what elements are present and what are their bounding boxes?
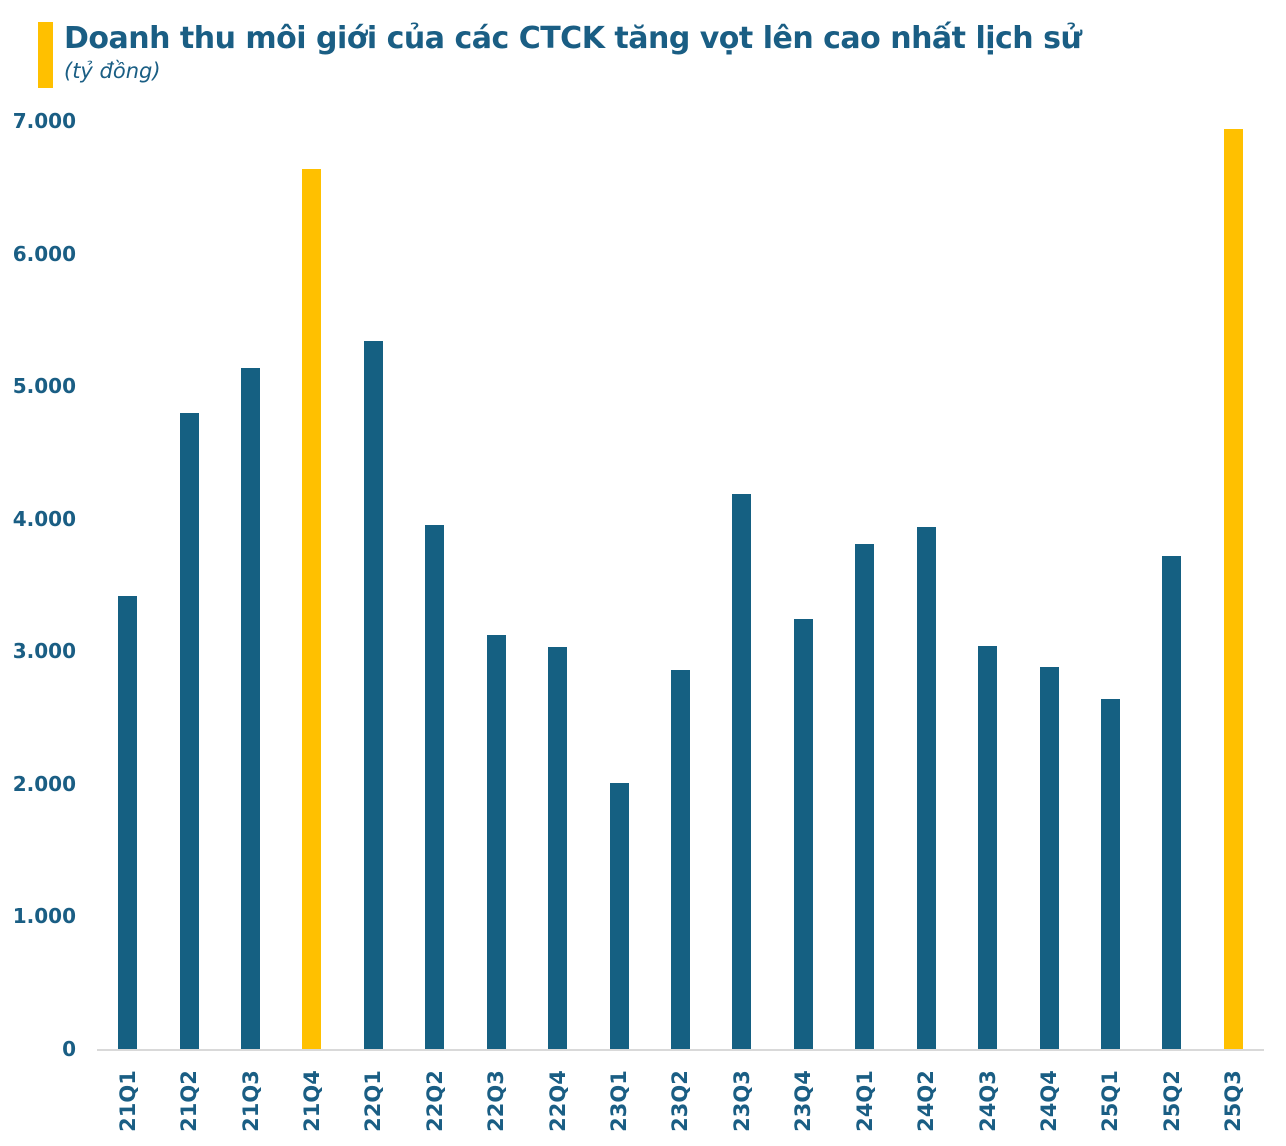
x-tick-label-21Q3: 21Q3 (239, 1070, 263, 1132)
x-tick-label-21Q4: 21Q4 (300, 1070, 324, 1132)
bar-23Q2 (671, 670, 690, 1049)
bar-24Q3 (978, 646, 997, 1049)
bar-25Q3 (1224, 129, 1243, 1049)
x-tick-label-24Q3: 24Q3 (976, 1070, 1000, 1132)
x-tick-label-22Q1: 22Q1 (361, 1070, 385, 1132)
bar-21Q3 (241, 368, 260, 1049)
x-tick-label-22Q2: 22Q2 (423, 1070, 447, 1132)
y-tick-label-1.000: 1.000 (12, 904, 76, 929)
y-tick-label-7.000: 7.000 (12, 109, 76, 133)
x-tick-label-23Q4: 23Q4 (791, 1070, 815, 1132)
bar-21Q4 (302, 169, 321, 1049)
bar-22Q4 (548, 647, 567, 1049)
y-tick-label-6.000: 6.000 (12, 241, 76, 266)
bar-21Q2 (180, 413, 199, 1049)
y-tick-label-3.000: 3.000 (12, 639, 76, 664)
bar-24Q4 (1040, 667, 1059, 1049)
x-tick-label-24Q4: 24Q4 (1037, 1070, 1061, 1132)
x-tick-label-24Q1: 24Q1 (853, 1070, 877, 1132)
chart-subtitle: (tỷ đồng) (64, 59, 161, 83)
x-tick-label-21Q1: 21Q1 (116, 1070, 140, 1132)
x-tick-label-25Q2: 25Q2 (1160, 1070, 1184, 1132)
y-tick-label-5.000: 5.000 (12, 374, 76, 399)
bar-21Q1 (118, 596, 137, 1049)
chart-header: Doanh thu môi giới của các CTCK tăng vọt… (38, 21, 1082, 88)
bar-23Q3 (732, 494, 751, 1049)
y-tick-label-0: 0 (62, 1037, 76, 1061)
y-tick-label-4.000: 4.000 (12, 506, 76, 531)
x-tick-label-23Q2: 23Q2 (668, 1070, 692, 1132)
y-tick-label-2.000: 2.000 (12, 771, 76, 796)
bar-24Q2 (917, 527, 936, 1049)
x-tick-label-22Q4: 22Q4 (546, 1070, 570, 1132)
x-tick-label-22Q3: 22Q3 (484, 1070, 508, 1132)
bar-22Q3 (487, 635, 506, 1049)
x-tick-label-25Q3: 25Q3 (1221, 1070, 1245, 1132)
bar-22Q2 (425, 525, 444, 1049)
bar-23Q4 (794, 619, 813, 1049)
bar-25Q2 (1162, 556, 1181, 1049)
bar-24Q1 (855, 544, 874, 1049)
x-tick-label-24Q2: 24Q2 (914, 1070, 938, 1132)
title-block: Doanh thu môi giới của các CTCK tăng vọt… (64, 21, 1082, 88)
x-tick-label-23Q3: 23Q3 (730, 1070, 754, 1132)
title-accent-bar (38, 22, 53, 88)
bar-23Q1 (610, 783, 629, 1049)
chart-title: Doanh thu môi giới của các CTCK tăng vọt… (64, 21, 1082, 56)
x-axis-line (97, 1049, 1264, 1051)
x-tick-label-21Q2: 21Q2 (177, 1070, 201, 1132)
x-tick-label-25Q1: 25Q1 (1098, 1070, 1122, 1132)
x-tick-label-23Q1: 23Q1 (607, 1070, 631, 1132)
bar-25Q1 (1101, 699, 1120, 1049)
bar-22Q1 (364, 341, 383, 1049)
